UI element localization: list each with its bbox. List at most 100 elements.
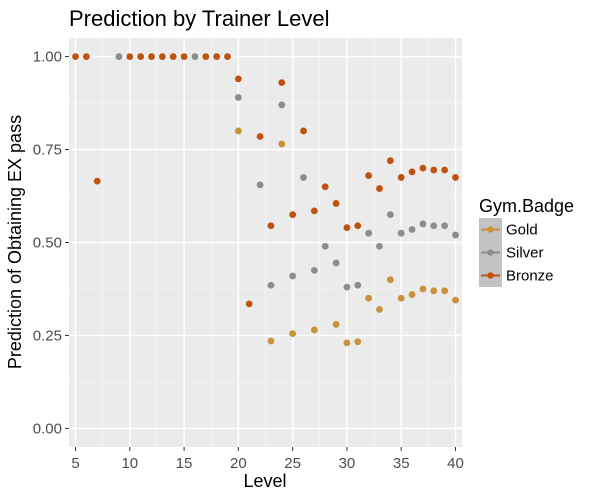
data-point-silver	[300, 174, 307, 181]
data-point-gold	[386, 276, 394, 284]
data-point-gold	[234, 127, 242, 135]
legend: Gym.Badge Gold Silver Bronze	[479, 196, 574, 287]
data-point-bronze	[267, 222, 275, 230]
y-tick-label: 0.75	[33, 142, 62, 159]
data-point-silver	[430, 222, 438, 230]
data-point-bronze	[126, 53, 134, 60]
x-tick-label: 20	[230, 455, 247, 472]
x-tick-label: 25	[284, 455, 301, 472]
legend-key-point	[487, 226, 494, 233]
data-point-silver	[310, 266, 318, 274]
data-point-gold	[408, 291, 416, 298]
data-point-gold	[430, 287, 438, 295]
data-point-gold	[289, 330, 297, 337]
data-point-bronze	[202, 53, 210, 60]
data-point-silver	[321, 242, 329, 250]
data-point-silver	[289, 272, 297, 280]
x-tick-label: 5	[71, 455, 79, 472]
data-point-bronze	[93, 177, 101, 185]
data-point-bronze	[397, 174, 405, 181]
legend-label-silver: Silver	[506, 245, 544, 262]
legend-key-point	[487, 249, 494, 256]
x-tick-label: 40	[447, 455, 464, 472]
data-point-silver	[408, 226, 416, 233]
data-point-bronze	[300, 127, 307, 135]
major-gridlines	[69, 38, 462, 447]
data-point-bronze	[169, 53, 177, 60]
x-axis-title: Level	[243, 471, 286, 491]
data-point-bronze	[376, 185, 383, 192]
data-point-gold	[354, 338, 362, 346]
data-point-silver	[397, 229, 405, 237]
data-point-silver	[278, 101, 286, 109]
y-tick-label: 1.00	[33, 49, 62, 66]
legend-key-point	[487, 272, 494, 279]
data-point-silver	[234, 94, 242, 101]
data-point-gold	[332, 320, 340, 328]
data-point-bronze	[289, 211, 297, 219]
data-point-gold	[278, 140, 286, 148]
x-tick-label: 10	[121, 455, 138, 472]
data-point-bronze	[158, 53, 166, 60]
data-point-bronze	[386, 157, 394, 165]
data-point-silver	[419, 220, 427, 228]
x-axis-ticks: 5 10 15 20 25 30 35 40	[71, 447, 464, 472]
data-point-bronze	[354, 222, 362, 230]
data-point-gold	[452, 296, 459, 304]
data-point-silver	[256, 181, 264, 189]
data-point-silver	[386, 211, 394, 219]
data-point-silver	[354, 281, 362, 289]
y-tick-label: 0.50	[33, 235, 62, 252]
data-point-bronze	[72, 53, 79, 60]
data-point-silver	[376, 242, 383, 250]
data-point-bronze	[234, 75, 242, 83]
y-tick-label: 0.00	[33, 420, 62, 437]
x-tick-label: 15	[176, 455, 193, 472]
y-axis-ticks: 0.00 0.25 0.50 0.75 1.00	[33, 49, 69, 437]
data-point-bronze	[419, 164, 427, 172]
data-point-bronze	[310, 207, 318, 215]
data-point-bronze	[332, 200, 340, 207]
data-point-silver	[343, 283, 351, 291]
data-point-gold	[419, 285, 427, 293]
data-point-silver	[191, 53, 199, 60]
data-point-gold	[310, 326, 318, 334]
data-points	[72, 53, 459, 347]
data-point-bronze	[408, 168, 416, 176]
data-point-bronze	[245, 300, 253, 308]
data-point-silver	[365, 229, 373, 237]
data-point-bronze	[321, 183, 329, 191]
chart-title: Prediction by Trainer Level	[69, 6, 329, 31]
y-axis-title: Prediction of Obtaining EX pass	[5, 115, 25, 369]
legend-title: Gym.Badge	[479, 196, 574, 216]
data-point-bronze	[430, 166, 438, 174]
data-point-gold	[267, 337, 275, 345]
data-point-bronze	[365, 172, 373, 179]
data-point-gold	[441, 287, 449, 295]
data-point-silver	[267, 281, 275, 289]
data-point-bronze	[452, 174, 459, 181]
data-point-bronze	[256, 133, 264, 140]
data-point-bronze	[148, 53, 155, 60]
data-point-bronze	[82, 53, 90, 60]
legend-label-bronze: Bronze	[506, 268, 554, 285]
data-point-silver	[452, 231, 459, 239]
legend-label-gold: Gold	[506, 222, 538, 239]
data-point-gold	[343, 339, 351, 347]
data-point-bronze	[343, 224, 351, 232]
data-point-gold	[365, 294, 373, 302]
data-point-silver	[115, 53, 123, 60]
y-tick-label: 0.25	[33, 327, 62, 344]
x-tick-label: 35	[393, 455, 410, 472]
data-point-silver	[441, 222, 449, 230]
x-tick-label: 30	[339, 455, 356, 472]
data-point-bronze	[213, 53, 221, 60]
data-point-bronze	[137, 53, 145, 60]
data-point-bronze	[278, 79, 286, 87]
data-point-gold	[397, 294, 405, 302]
data-point-bronze	[224, 53, 231, 60]
data-point-silver	[332, 259, 340, 267]
data-point-bronze	[180, 53, 188, 60]
data-point-gold	[376, 306, 383, 313]
